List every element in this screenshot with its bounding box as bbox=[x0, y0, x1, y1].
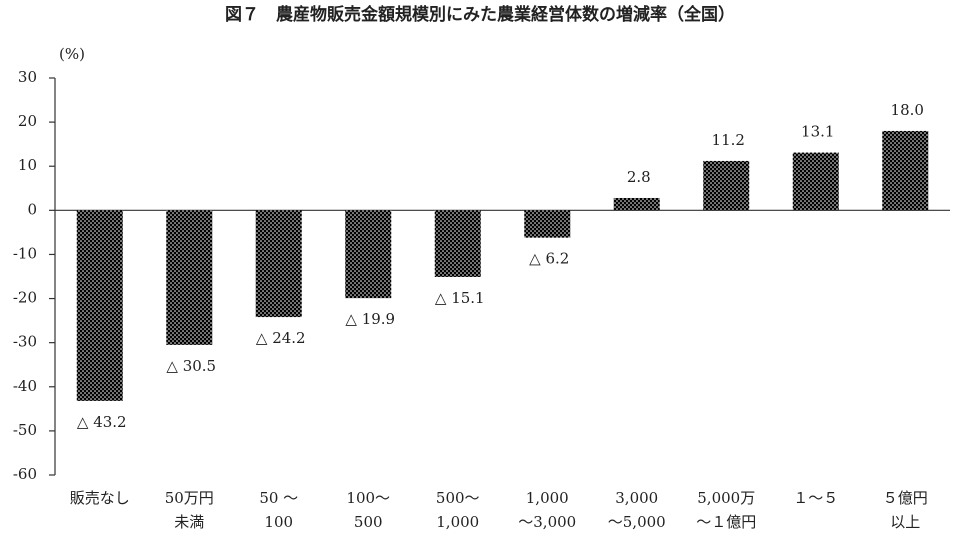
bar bbox=[255, 210, 302, 318]
chart-title: 図７ 農産物販売金額規模別にみた農業経営体数の増減率（全国） bbox=[225, 4, 735, 25]
bar bbox=[524, 210, 571, 238]
bar bbox=[882, 130, 929, 211]
x-tick-label: 3,000 ～5,000 bbox=[607, 489, 666, 531]
value-label: △ 19.9 bbox=[345, 310, 395, 328]
x-tick-label: 1,000 ～3,000 bbox=[518, 489, 577, 531]
y-tick-label: 30 bbox=[18, 68, 37, 86]
y-axis-label: (%) bbox=[59, 45, 85, 63]
value-label: 2.8 bbox=[627, 168, 651, 186]
y-tick-label: 20 bbox=[18, 112, 37, 130]
value-label: 13.1 bbox=[801, 123, 834, 141]
bar bbox=[345, 210, 392, 299]
bar bbox=[166, 210, 213, 345]
x-tick-label: 500～ 1,000 bbox=[435, 489, 480, 531]
y-tick-label: -20 bbox=[13, 289, 37, 307]
y-tick-label: -30 bbox=[13, 333, 37, 351]
x-tick-label: １～５ bbox=[793, 489, 839, 507]
bar bbox=[434, 210, 481, 277]
y-tick-label: 0 bbox=[27, 200, 37, 218]
value-label: 11.2 bbox=[712, 131, 745, 149]
x-tick-label: ５億円 以上 bbox=[882, 489, 928, 531]
value-label: △ 30.5 bbox=[166, 357, 216, 375]
bar bbox=[792, 152, 839, 211]
x-tick-label: 5,000万 ～１億円 bbox=[696, 489, 757, 531]
y-tick-label: -60 bbox=[13, 465, 37, 483]
x-tick-label: 50 ～ 100 bbox=[259, 489, 299, 531]
x-tick-label: 販売なし bbox=[69, 489, 130, 507]
value-label: 18.0 bbox=[891, 101, 924, 119]
x-tick-label: 100～ 500 bbox=[346, 489, 391, 531]
y-tick-label: 10 bbox=[18, 156, 37, 174]
y-tick-label: -40 bbox=[13, 377, 37, 395]
y-tick-label: -10 bbox=[13, 244, 37, 262]
bar bbox=[703, 160, 750, 211]
value-label: △ 24.2 bbox=[256, 329, 306, 347]
y-tick-label: -50 bbox=[13, 421, 37, 439]
value-label: △ 6.2 bbox=[529, 250, 569, 268]
x-tick-label: 50万円 未満 bbox=[164, 489, 214, 531]
bar bbox=[613, 197, 660, 211]
bar bbox=[76, 210, 123, 401]
value-label: △ 43.2 bbox=[77, 413, 127, 431]
value-label: △ 15.1 bbox=[435, 289, 485, 307]
